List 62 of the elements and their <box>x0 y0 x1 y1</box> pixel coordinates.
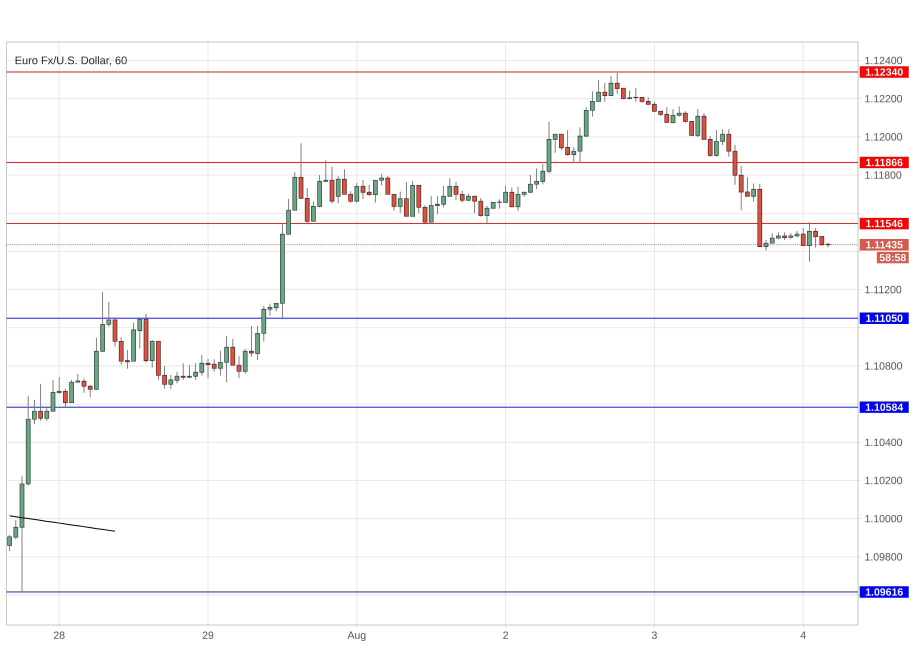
candlestick <box>398 191 403 214</box>
candlestick <box>224 336 229 383</box>
candlestick <box>751 182 756 202</box>
ref-line-label: 1.12340 <box>866 68 903 76</box>
ref-line-label: 1.10584 <box>866 403 904 411</box>
ref-line-label: 1.11050 <box>866 314 902 322</box>
line-series <box>9 515 116 532</box>
candlestick <box>38 383 43 422</box>
candlestick <box>596 80 601 102</box>
candlestick <box>249 326 254 358</box>
candlestick <box>348 190 353 203</box>
candlestick <box>342 168 347 195</box>
candlestick <box>800 228 806 246</box>
x-tick-label: 3 <box>652 632 657 639</box>
candlestick <box>602 82 608 102</box>
ref-line-label: 1.09616 <box>866 588 903 596</box>
y-tick-label: 1.12400 <box>865 56 902 64</box>
y-tick-label: 1.10800 <box>865 362 902 370</box>
candlestick <box>689 120 694 136</box>
candlestick <box>714 130 719 158</box>
x-tick-label: 4 <box>800 632 806 639</box>
candlestick <box>187 364 192 379</box>
candlestick <box>180 362 186 380</box>
ref-line-label: 1.11866 <box>866 158 903 166</box>
candlestick <box>683 110 688 123</box>
candlestick <box>509 187 514 208</box>
candlestick <box>404 181 409 217</box>
candlestick <box>608 76 614 96</box>
candlestick <box>379 173 384 186</box>
ref-line-label: 1.11435 <box>866 241 903 248</box>
x-tick-label: 28 <box>54 632 65 639</box>
candlestick <box>627 90 632 100</box>
candlestick <box>695 108 700 138</box>
x-tick-label: 2 <box>503 632 508 639</box>
text: Euro Fx/U.S. Dollar, 60 <box>16 56 127 66</box>
candlestick <box>336 176 341 204</box>
y-tick-label: 1.11800 <box>865 171 902 179</box>
text: 58:58 <box>880 254 906 262</box>
candlestick <box>63 388 68 408</box>
ref-line-label: 1.11546 <box>866 220 903 228</box>
candlestick <box>559 134 564 150</box>
y-tick-label: 1.12200 <box>865 94 902 102</box>
candlestick <box>503 185 508 203</box>
x-tick-label: Aug <box>347 632 366 641</box>
candlestick <box>373 180 378 203</box>
y-tick-label: 1.11200 <box>865 286 902 294</box>
y-tick-label: 1.09800 <box>865 553 902 561</box>
candlestick <box>162 366 167 390</box>
candlestick <box>354 182 360 203</box>
candlestick <box>330 166 334 204</box>
y-tick-label: 1.10000 <box>865 514 902 522</box>
candlestick <box>565 130 570 156</box>
y-tick-label: 1.10400 <box>865 438 902 446</box>
candlestick <box>218 350 223 376</box>
candlestick <box>150 340 155 368</box>
candlestick <box>242 348 248 374</box>
candlestick <box>720 128 725 146</box>
candlestick <box>807 222 812 262</box>
y-tick-label: 1.12000 <box>865 133 902 141</box>
candlestick <box>311 201 316 222</box>
y-tick-label: 1.10200 <box>865 476 902 484</box>
x-tick-label: 29 <box>202 632 214 639</box>
